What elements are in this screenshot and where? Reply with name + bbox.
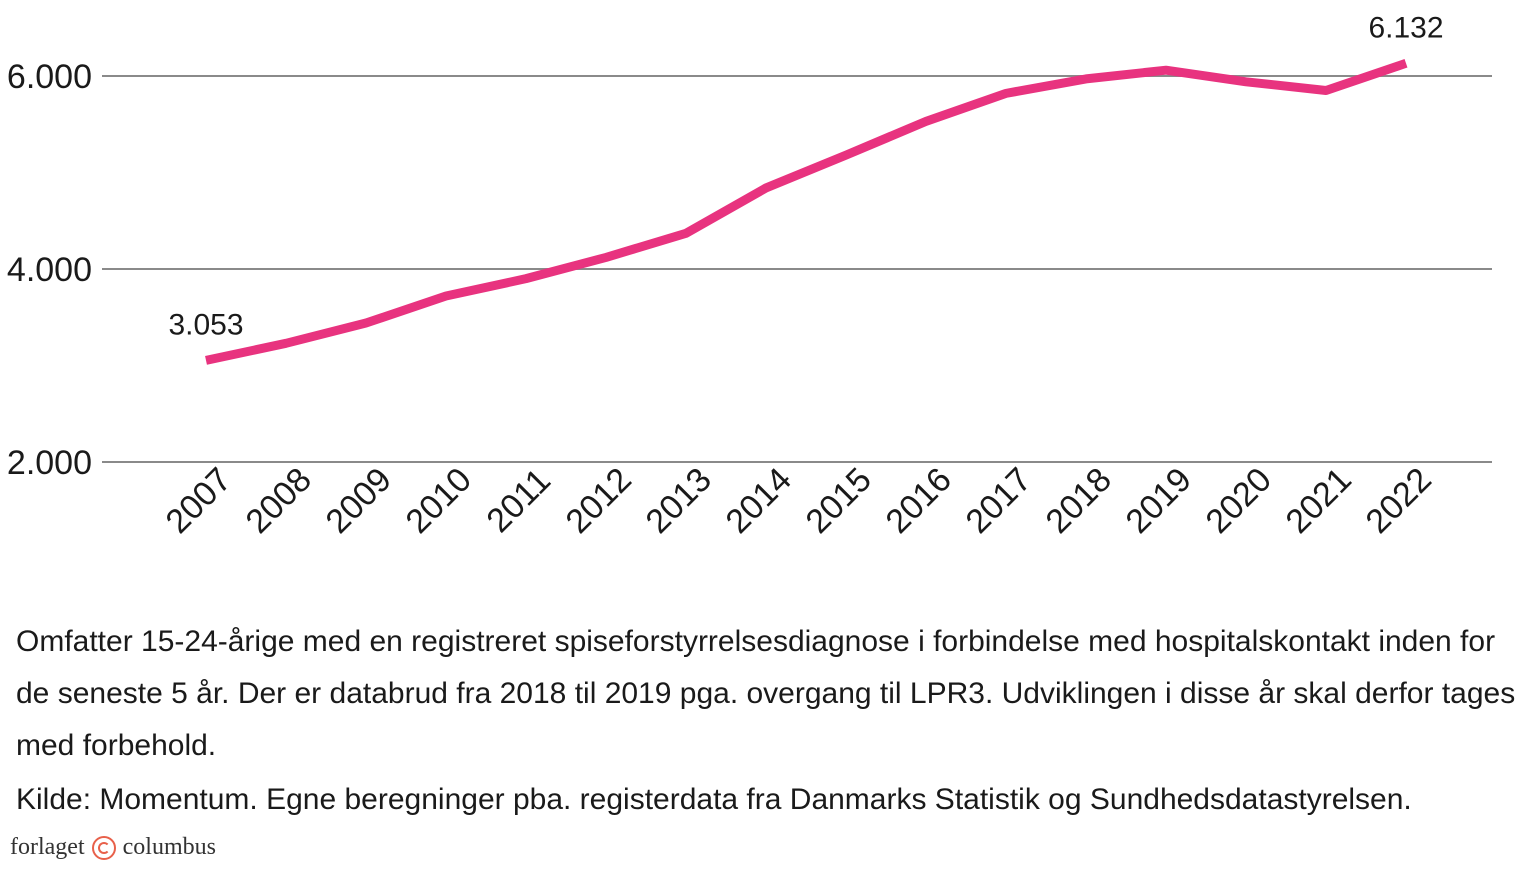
x-tick-label-2018: 2018 xyxy=(1039,461,1119,541)
x-tick-label-2010: 2010 xyxy=(399,461,479,541)
data-labels: 3.053 6.132 xyxy=(168,11,1443,341)
x-tick-label-2016: 2016 xyxy=(879,461,959,541)
y-tick-label-2000: 2.000 xyxy=(7,444,92,482)
x-tick-label-2021: 2021 xyxy=(1279,461,1359,541)
x-tick-label-2014: 2014 xyxy=(719,461,799,541)
x-tick-label-2020: 2020 xyxy=(1199,461,1279,541)
brand-c-icon xyxy=(91,835,116,860)
y-tick-label-4000: 4.000 xyxy=(7,251,92,289)
x-tick-label-2008: 2008 xyxy=(239,461,319,541)
brand-text-left: forlaget xyxy=(10,834,85,860)
y-axis-ticks: 2.000 4.000 6.000 xyxy=(7,58,92,482)
x-axis-ticks: 2007 2008 2009 2010 2011 2012 2013 2014 2015 2016… xyxy=(159,461,1439,541)
chart-source: Kilde: Momentum. Egne beregninger pba. r… xyxy=(16,783,1412,816)
x-tick-label-2019: 2019 xyxy=(1119,461,1199,541)
line-chart: 2.000 4.000 6.000 2007 2008 2009 2010 2011 2012… xyxy=(7,11,1492,541)
gridlines xyxy=(102,75,1492,463)
x-tick-label-2011: 2011 xyxy=(479,461,558,540)
data-label-2022: 6.132 xyxy=(1368,11,1443,44)
x-tick-label-2007: 2007 xyxy=(159,461,239,541)
series-line xyxy=(205,59,1408,365)
x-tick-label-2013: 2013 xyxy=(639,461,719,541)
series-group xyxy=(205,59,1408,365)
y-tick-label-6000: 6.000 xyxy=(7,58,92,96)
x-tick-label-2012: 2012 xyxy=(559,461,639,541)
publisher-logo: forlaget columbus xyxy=(10,834,216,861)
data-label-2007: 3.053 xyxy=(168,308,243,341)
x-tick-label-2015: 2015 xyxy=(799,461,879,541)
x-tick-label-2009: 2009 xyxy=(319,461,399,541)
brand-text-right: columbus xyxy=(122,834,216,860)
x-tick-label-2017: 2017 xyxy=(959,461,1039,541)
x-tick-label-2022: 2022 xyxy=(1359,461,1439,541)
chart-footnote: Omfatter 15-24-årige med en registreret … xyxy=(16,625,1516,762)
